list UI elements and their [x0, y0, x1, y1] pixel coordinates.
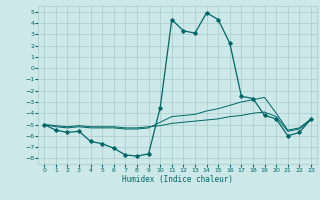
X-axis label: Humidex (Indice chaleur): Humidex (Indice chaleur): [122, 175, 233, 184]
